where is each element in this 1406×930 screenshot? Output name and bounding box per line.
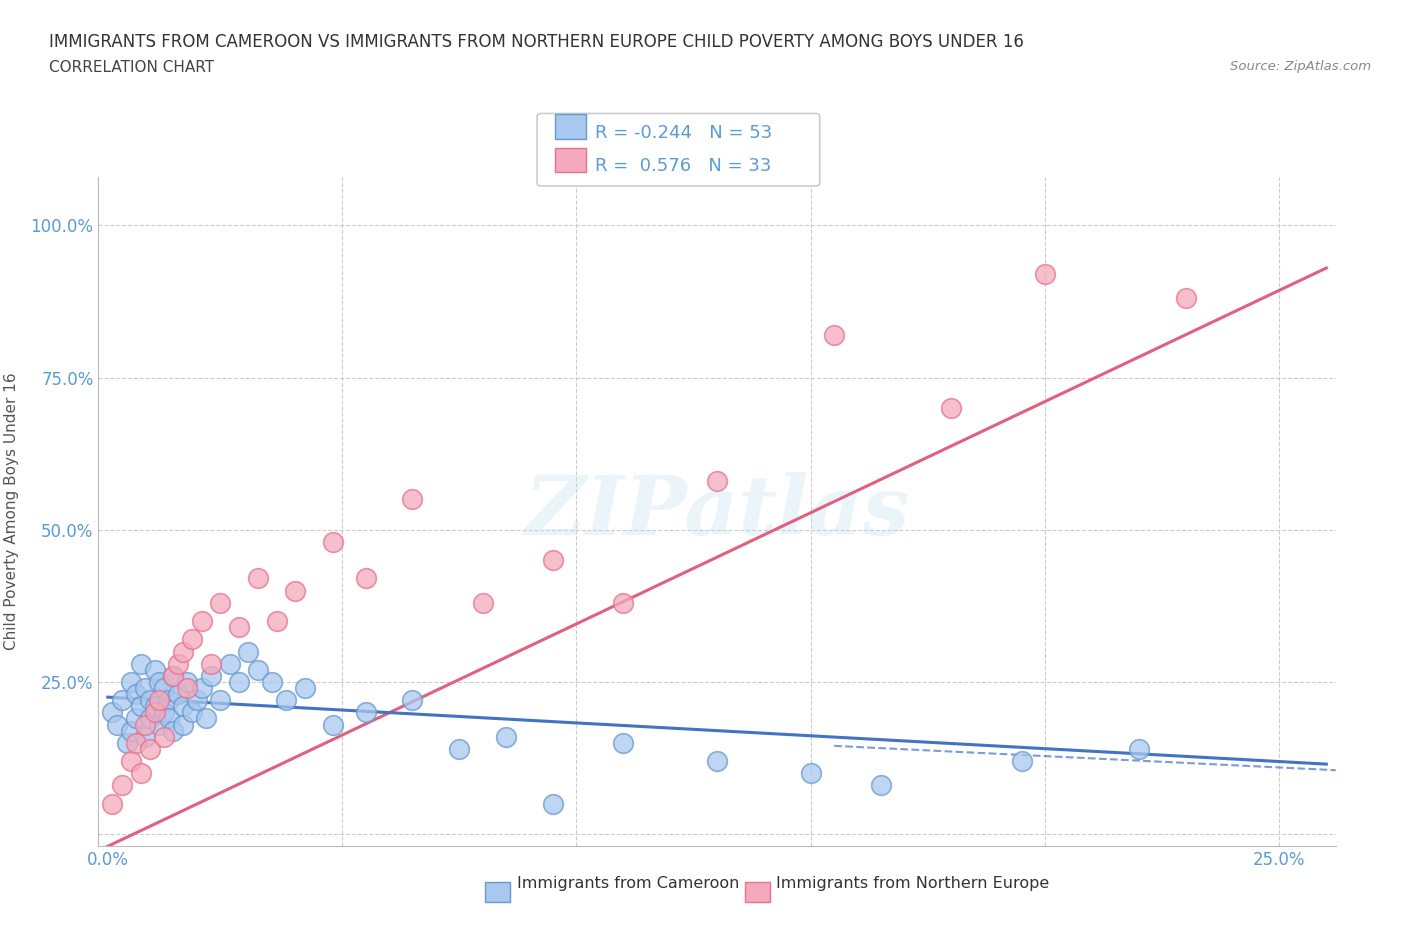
Point [354, 571, 377, 586]
Point [172, 698, 194, 713]
Point [190, 681, 212, 696]
Point [495, 729, 517, 744]
Y-axis label: Child Poverty Among Boys Under 16: Child Poverty Among Boys Under 16 [4, 373, 20, 650]
Point [209, 595, 232, 610]
Point [870, 778, 893, 793]
Point [706, 753, 728, 768]
Point [322, 535, 344, 550]
Point [186, 693, 208, 708]
Point [612, 595, 634, 610]
Point [1128, 741, 1150, 756]
Point [101, 796, 124, 811]
Point [706, 473, 728, 488]
Text: Immigrants from Cameroon: Immigrants from Cameroon [517, 876, 740, 891]
Point [218, 657, 240, 671]
Point [246, 571, 269, 586]
Point [190, 614, 212, 629]
Point [139, 741, 162, 756]
Point [471, 595, 494, 610]
Point [153, 705, 176, 720]
Point [125, 686, 148, 701]
Point [541, 796, 564, 811]
Point [139, 693, 162, 708]
Point [134, 717, 156, 732]
Point [1033, 267, 1056, 282]
Text: Immigrants from Northern Europe: Immigrants from Northern Europe [776, 876, 1049, 891]
Point [134, 729, 156, 744]
Point [401, 693, 423, 708]
Point [143, 698, 166, 713]
Point [200, 669, 222, 684]
Point [129, 657, 152, 671]
Point [157, 711, 180, 726]
Point [612, 736, 634, 751]
Point [167, 657, 190, 671]
Point [105, 717, 128, 732]
Point [125, 711, 148, 726]
Point [172, 644, 194, 659]
Point [228, 674, 250, 689]
Point [120, 724, 142, 738]
Point [941, 401, 963, 416]
Point [167, 686, 190, 701]
Point [143, 705, 166, 720]
Point [1011, 753, 1033, 768]
Point [172, 717, 194, 732]
Point [111, 778, 134, 793]
Point [181, 631, 204, 646]
Point [115, 736, 138, 751]
Point [148, 717, 170, 732]
Point [274, 693, 297, 708]
Point [401, 492, 423, 507]
Point [195, 711, 218, 726]
Point [139, 711, 162, 726]
Point [111, 693, 134, 708]
Point [148, 674, 170, 689]
Point [541, 552, 564, 567]
Point [228, 619, 250, 634]
Point [176, 674, 198, 689]
Text: R = -0.244   N = 53: R = -0.244 N = 53 [595, 124, 772, 141]
Point [322, 717, 344, 732]
Point [162, 669, 184, 684]
Point [148, 693, 170, 708]
Point [800, 765, 823, 780]
Point [153, 729, 176, 744]
Point [294, 681, 316, 696]
Point [209, 693, 232, 708]
Text: Source: ZipAtlas.com: Source: ZipAtlas.com [1230, 60, 1371, 73]
Text: R =  0.576   N = 33: R = 0.576 N = 33 [595, 157, 770, 175]
Point [162, 724, 184, 738]
Point [129, 698, 152, 713]
Point [238, 644, 260, 659]
Point [266, 614, 288, 629]
Point [284, 583, 307, 598]
Point [134, 681, 156, 696]
Point [120, 674, 142, 689]
Point [246, 662, 269, 677]
Point [449, 741, 471, 756]
Point [120, 753, 142, 768]
Point [354, 705, 377, 720]
Point [153, 681, 176, 696]
Text: CORRELATION CHART: CORRELATION CHART [49, 60, 214, 75]
Point [129, 765, 152, 780]
Point [823, 327, 845, 342]
Text: IMMIGRANTS FROM CAMEROON VS IMMIGRANTS FROM NORTHERN EUROPE CHILD POVERTY AMONG : IMMIGRANTS FROM CAMEROON VS IMMIGRANTS F… [49, 33, 1024, 50]
Point [200, 657, 222, 671]
Point [176, 681, 198, 696]
Point [157, 693, 180, 708]
Point [125, 736, 148, 751]
Point [1174, 291, 1197, 306]
Point [260, 674, 283, 689]
Point [162, 669, 184, 684]
Point [101, 705, 124, 720]
Point [143, 662, 166, 677]
Point [181, 705, 204, 720]
Text: ZIPatlas: ZIPatlas [524, 472, 910, 551]
